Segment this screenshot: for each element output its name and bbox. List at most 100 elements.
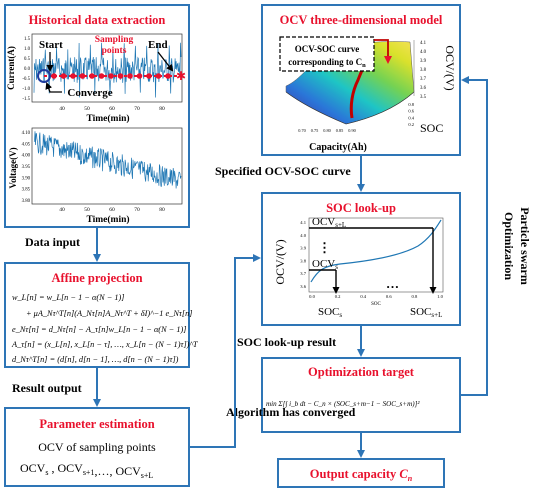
ocv-x-tick: 0.80 [323,128,331,133]
ocv-x-ticks: 0.70 0.75 0.80 0.85 0.90 [298,128,356,133]
lookup-y-ticks: 4.1 4.0 3.9 3.8 3.7 3.6 [300,220,306,289]
parameter-to-lookup-arrow [189,254,261,448]
sampling-point [155,73,162,79]
sampling-point [70,73,76,79]
ocv-z-tick: 3.7 [420,77,427,82]
ocv-xlabel: Capacity(Ah) [309,142,367,153]
sampling-point [98,73,105,79]
extraction-box: Historical data extraction Current(A) 1.… [4,4,190,228]
lookup-y-tick: 3.6 [300,284,306,289]
lookup-ylabel: OCV/(V) [273,239,287,284]
current-y-tick: 0.0 [24,67,31,72]
affine-box: Affine projection w_L[n] = w_L[n − 1 − α… [4,262,199,368]
lookup-y-tick: 4.1 [300,220,306,225]
ocv-y-tick: 0.8 [408,102,414,107]
specified-curve-label: Specified OCV-SOC curve [215,164,351,178]
voltage-time-tick: 70 [134,207,140,213]
lookup-y-tick: 3.8 [300,258,306,263]
current-y-tick: 0.5 [24,57,31,62]
parameter-title: Parameter estimation [39,417,154,431]
lookup-soc-right: SOCs+L [410,306,442,319]
current-y-tick: -0.5 [22,77,30,82]
sampling-point [146,73,152,79]
ocv-x-tick: 0.70 [298,128,306,133]
voltage-y-tick: 3.85 [22,188,31,193]
ocv-zlabel: OCV/(V) [443,45,457,90]
start-circle [37,69,51,83]
sampling-point [79,73,86,79]
ocv-y-tick: 0.4 [408,115,414,120]
lookup-x-tick: 0.6 [386,294,392,299]
voltage-time-tick: 40 [59,207,65,213]
optimization-title: Optimization target [308,365,415,379]
current-time-tick: 50 [84,106,90,112]
ocv-z-tick: 4.0 [420,50,427,55]
current-plot: Current(A) 1.5 1.0 0.5 0.0 -0.5 -1.0 -1.5 40 50… [6,33,186,112]
ocv-note-line2: corresponding to Cn [288,57,366,69]
lookup-result-label: SOC look-up result [237,335,336,349]
sampling-point [127,73,133,79]
ocv-model-title: OCV three-dimensional model [280,13,443,27]
ocv-ylabel: SOC [420,121,443,135]
ocv-z-tick: 3.6 [420,86,427,91]
sampling-label-2: points [102,46,127,56]
sampling-point [51,73,57,79]
ocv-x-tick: 0.85 [336,128,344,133]
ocv-x-tick: 0.90 [348,128,356,133]
output-box: Output capacity Cn [277,458,445,488]
converge-pointer [45,82,62,93]
sampling-label-1: Sampling [95,35,134,45]
lookup-y-tick: 3.7 [300,271,306,276]
lookup-x-tick: 0.2 [335,294,341,299]
optimization-box: Optimization target min Σ[∫ i_b dt − C_n… [261,357,461,433]
ocv-note-arrow [374,39,392,64]
current-y-tick: 1.5 [24,37,31,42]
lookup-ocv-curve [310,219,442,283]
current-time-tick: 80 [159,106,165,112]
ocv-y-tick: 0.6 [408,109,414,114]
voltage-plot: Voltage(V) 4.104.054.003.953.903.853.80 … [8,127,183,213]
affine-title: Affine projection [51,271,142,285]
current-time-ticks: 40 50 60 70 80 [59,106,165,112]
ocv-z-ticks: 4.1 4.0 3.9 3.8 3.7 3.6 3.5 [420,41,427,100]
voltage-y-tick: 3.90 [22,176,31,181]
lookup-x-tick: 1.0 [437,294,443,299]
parameter-line1: OCV of sampling points [38,440,156,454]
affine-eq4: A_τ[n] = (x_L[n], x_L[n − τ], …, x_L[n −… [11,340,199,349]
voltage-time-tick: 80 [159,207,165,213]
voltage-y-tick: 4.10 [22,131,31,136]
ocv-y-tick: 0.2 [408,122,414,127]
sampling-point [108,73,114,79]
data-input-label: Data input [25,235,80,249]
sampling-point [89,73,95,79]
current-time-label: Time(min) [86,113,129,124]
lookup-plot-frame [308,217,444,293]
output-title: Output capacity Cn [310,467,413,483]
voltage-signal-line [33,131,182,189]
sampling-point [60,73,67,79]
ocv-y-ticks: 0.8 0.60.4 0.2 [408,102,414,127]
ocv-z-tick: 3.9 [420,59,427,64]
voltage-y-tick: 4.00 [22,154,31,159]
parameter-box: Parameter estimation OCV of sampling poi… [4,407,190,487]
voltage-ylabel: Voltage(V) [8,147,18,188]
lookup-y-tick: 3.9 [300,246,306,251]
current-y-tick: -1.5 [22,97,30,102]
affine-eq5: d_Nτ^T[n] = (d[n], d[n − 1], …, d[n − (N… [12,355,179,364]
end-pointer [157,51,174,72]
current-y-tick: -1.0 [22,87,30,92]
lookup-title: SOC look-up [326,201,396,215]
optimization-formula: min Σ[∫ i_b dt − C_n × (SOC_s+m−1 − SOC_… [266,400,420,408]
pso-label-line2: Optimization [502,212,516,280]
lookup-hdots: … [386,276,399,291]
current-time-tick: 70 [134,106,140,112]
sampling-point [117,73,124,79]
voltage-time-ticks: 40 50 60 70 80 [59,207,165,213]
current-time-tick: 60 [109,106,115,112]
affine-eq1: w_L[n] = w_L[n − 1 − α(N − 1)] [12,293,125,302]
ocv-z-tick: 4.1 [420,41,427,46]
current-y-tick: 1.0 [24,47,31,52]
ocv-model-box: OCV three-dimensional model 4.1 4.0 3.9 3.8… [261,4,461,156]
lookup-ocv-top: OCVs+L [312,216,346,229]
